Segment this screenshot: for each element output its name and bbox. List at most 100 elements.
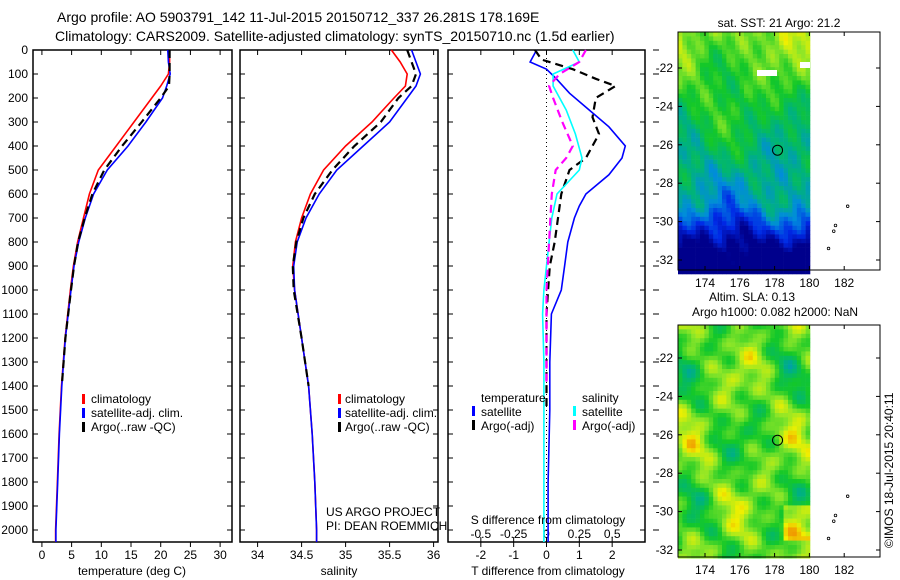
map-cell bbox=[766, 49, 771, 55]
map-cell bbox=[805, 155, 811, 160]
map-cell bbox=[722, 364, 727, 370]
map-cell bbox=[761, 347, 767, 352]
map-cell bbox=[713, 523, 718, 528]
map-cell bbox=[788, 364, 793, 370]
map-cell bbox=[792, 40, 798, 46]
map-cell bbox=[796, 194, 802, 200]
map-cell bbox=[770, 186, 776, 191]
map-cell bbox=[788, 518, 793, 524]
map-cell bbox=[805, 199, 811, 204]
map-cell bbox=[678, 408, 683, 414]
map-cell bbox=[774, 98, 780, 103]
map-cell bbox=[766, 457, 771, 462]
map-cell bbox=[774, 155, 780, 160]
map-cell bbox=[700, 338, 705, 343]
map-cell bbox=[695, 146, 701, 152]
map-cell bbox=[788, 252, 793, 257]
map-cell bbox=[739, 252, 745, 257]
map-cell bbox=[770, 225, 776, 231]
map-cell bbox=[796, 342, 802, 348]
map-cell bbox=[713, 439, 718, 445]
map-cell bbox=[735, 128, 740, 134]
map-cell bbox=[761, 54, 767, 59]
map-cell bbox=[761, 45, 767, 50]
map-cell bbox=[704, 62, 710, 68]
y-tick-label: 1700 bbox=[1, 451, 28, 465]
island-coastline bbox=[826, 246, 831, 251]
map-cell bbox=[774, 461, 780, 467]
map-cell bbox=[761, 76, 767, 81]
map-cell bbox=[744, 84, 749, 90]
map-cell bbox=[779, 260, 784, 266]
map-cell bbox=[792, 164, 798, 169]
map-cell bbox=[713, 509, 718, 515]
map-cell bbox=[761, 404, 767, 409]
map-cell bbox=[704, 67, 710, 72]
map-cell bbox=[766, 474, 771, 480]
map-cell bbox=[770, 115, 776, 121]
map-cell bbox=[788, 155, 793, 160]
map-cell bbox=[739, 364, 745, 370]
map-cell bbox=[788, 234, 793, 240]
map-cell bbox=[779, 212, 784, 218]
map-cell bbox=[735, 54, 740, 59]
map-cell bbox=[682, 351, 688, 357]
map-cell bbox=[779, 49, 784, 55]
map-cell bbox=[730, 243, 736, 248]
map-cell bbox=[748, 448, 754, 453]
map-cell bbox=[678, 111, 683, 116]
map-cell bbox=[761, 120, 767, 125]
map-cell bbox=[766, 540, 771, 546]
map-cell bbox=[752, 531, 758, 537]
map-cell bbox=[805, 238, 811, 244]
map-cell bbox=[739, 256, 745, 262]
map-cell bbox=[717, 470, 723, 475]
map-cell bbox=[796, 492, 802, 497]
map-cell bbox=[783, 190, 789, 196]
map-cell bbox=[788, 430, 793, 436]
map-cell bbox=[748, 45, 754, 50]
map-cell bbox=[708, 487, 714, 493]
map-cell bbox=[748, 212, 754, 218]
map-cell bbox=[722, 347, 727, 352]
map-cell bbox=[730, 417, 736, 423]
map-cell bbox=[770, 465, 776, 471]
map-cell bbox=[796, 404, 802, 409]
map-cell bbox=[770, 399, 776, 405]
map-cell bbox=[796, 514, 802, 519]
map-cell bbox=[774, 142, 780, 147]
map-cell bbox=[766, 32, 771, 37]
map-cell bbox=[748, 369, 754, 374]
map-cell bbox=[744, 360, 749, 365]
map-cell bbox=[730, 203, 736, 209]
map-cell bbox=[779, 221, 784, 226]
y-tick-label: 300 bbox=[8, 115, 28, 129]
map-cell bbox=[761, 421, 767, 427]
lon-tick-label: 180 bbox=[799, 563, 819, 577]
map-cell bbox=[722, 199, 727, 204]
map-cell bbox=[704, 186, 710, 191]
map-cell bbox=[700, 49, 705, 55]
map-cell bbox=[726, 342, 732, 348]
map-cell bbox=[752, 399, 758, 405]
map-cell bbox=[792, 221, 798, 226]
map-cell bbox=[783, 325, 789, 330]
map-cell bbox=[722, 404, 727, 409]
map-cell bbox=[779, 32, 784, 37]
map-cell bbox=[788, 93, 793, 99]
map-cell bbox=[748, 421, 754, 427]
map-cell bbox=[686, 230, 692, 235]
map-cell bbox=[766, 527, 771, 533]
map-cell bbox=[700, 452, 705, 458]
map-cell bbox=[796, 448, 802, 453]
map-cell bbox=[686, 527, 692, 533]
map-cell bbox=[766, 168, 771, 174]
map-cell bbox=[770, 221, 776, 226]
map-cell bbox=[788, 120, 793, 125]
map-cell bbox=[704, 54, 710, 59]
map-cell bbox=[801, 470, 806, 475]
map-cell bbox=[717, 32, 723, 37]
map-cell bbox=[761, 102, 767, 108]
map-cell bbox=[788, 62, 793, 68]
map-cell bbox=[695, 142, 701, 147]
